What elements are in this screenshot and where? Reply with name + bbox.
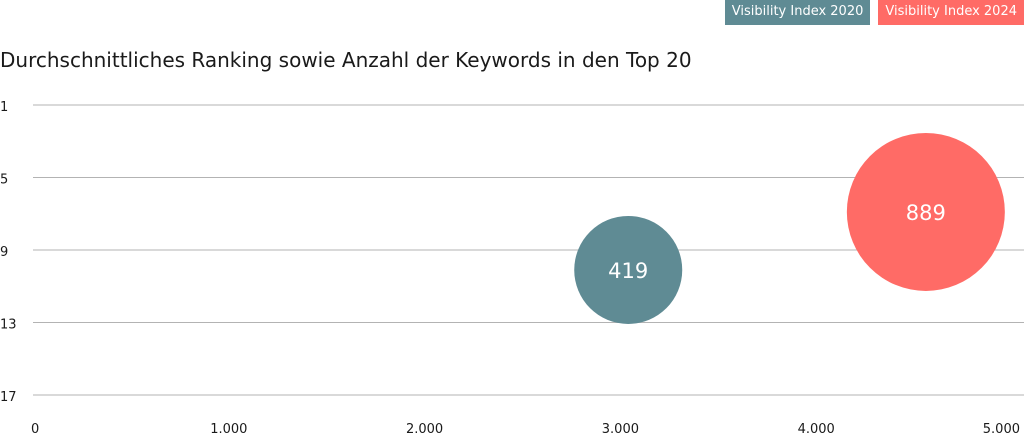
- legend-item-2024: Visibility Index 2024: [878, 0, 1024, 25]
- chart-title: Durchschnittliches Ranking sowie Anzahl …: [0, 48, 692, 72]
- x-tick-label-4.000: 4.000: [798, 422, 835, 436]
- bubble-889: [846, 132, 1005, 291]
- legend-item-2020: Visibility Index 2020: [724, 0, 871, 25]
- y-tick-label-5: 5: [0, 173, 8, 188]
- x-tick-label-5.000: 5.000: [983, 422, 1020, 436]
- x-tick-label-3.000: 3.000: [602, 422, 639, 436]
- legend: Visibility Index 2020 Visibility Index 2…: [724, 0, 1024, 25]
- x-tick-label-0: 0: [31, 422, 39, 436]
- y-tick-label-9: 9: [0, 245, 8, 260]
- bubble-419: [574, 215, 683, 324]
- x-tick-label-1.000: 1.000: [210, 422, 247, 436]
- bubble-label-419: 419: [608, 259, 648, 283]
- y-tick-label-1: 1: [0, 100, 8, 115]
- y-tick-label-17: 17: [0, 390, 17, 405]
- bubble-label-889: 889: [906, 201, 946, 225]
- y-tick-label-13: 13: [0, 318, 17, 333]
- x-tick-label-2.000: 2.000: [406, 422, 443, 436]
